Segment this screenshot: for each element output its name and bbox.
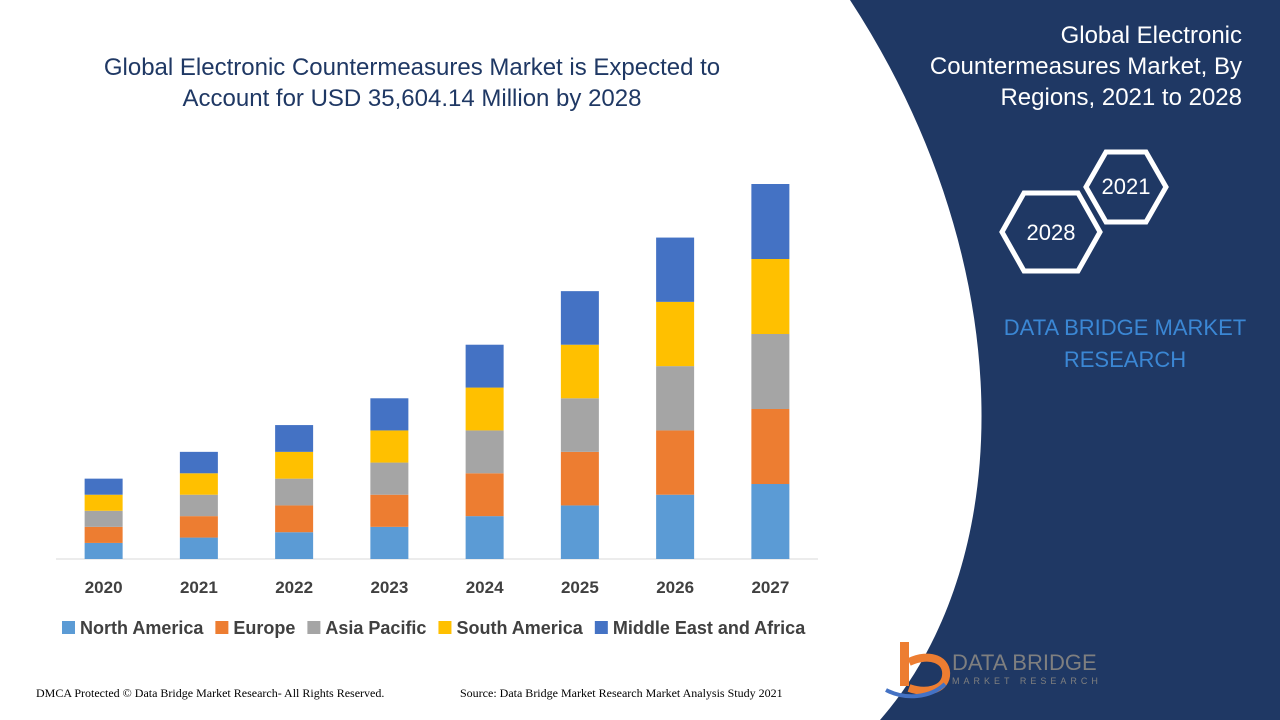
region-title-line-3: Regions, 2021 to 2028 [1000,84,1242,111]
legend: North America Europe Asia Pacific South Ame… [62,618,806,638]
region-title-line-1: Global Electronic [1060,22,1242,49]
bar-2023-north-america [370,526,409,559]
bar-2027-asia-pacific [751,334,790,409]
bar-2021-north-america [179,537,218,559]
legend-label-south-america: South America [456,618,583,638]
hex-year-2028: 2028 [1027,220,1076,245]
legend-label-europe: Europe [233,618,295,638]
bar-2024-south-america [465,387,504,431]
legend-label-middle-east-and-africa: Middle East and Africa [613,618,806,638]
hex-year-2021: 2021 [1102,174,1151,199]
logo-icon [885,642,951,699]
hexagon-2028 [999,190,1103,274]
bar-2025-middle-east-and-africa [560,291,599,345]
legend-swatch-asia-pacific [307,621,321,634]
bar-2021-asia-pacific [179,494,218,517]
bar-2026-asia-pacific [656,366,695,431]
navy-side-panel [850,0,1280,720]
bar-2022-north-america [275,532,314,559]
bar-2020-europe [84,526,123,543]
bar-2024-middle-east-and-africa [465,344,504,388]
bar-2020-south-america [84,494,123,511]
legend-swatch-north-america [62,621,75,634]
bar-2026-south-america [656,301,695,367]
brand-text-line-2: RESEARCH [1063,347,1187,372]
bar-2023-europe [370,494,409,527]
bar-2025-asia-pacific [560,398,599,452]
x-tick-2021: 2021 [180,578,218,597]
bar-2021-middle-east-and-africa [179,451,218,474]
legend-swatch-middle-east-and-africa [594,621,608,634]
bar-2025-europe [560,451,599,506]
legend-swatch-south-america [438,621,452,634]
bar-2020-middle-east-and-africa [84,478,123,495]
hexagon-2021 [1083,149,1169,225]
bars-group [84,184,790,559]
chart-title-line-2: Account for USD 35,604.14 Million by 202… [182,85,642,112]
bar-2026-middle-east-and-africa [656,237,695,302]
legend-swatch-europe [215,621,229,634]
bar-2020-north-america [84,542,123,559]
region-title-line-2: Countermeasures Market, By [929,53,1242,80]
bar-2021-south-america [179,473,218,495]
legend-label-asia-pacific: Asia Pacific [325,618,426,638]
brand-text-line-1: DATA BRIDGE MARKET [1003,315,1247,340]
bar-2024-north-america [465,516,504,559]
bar-2025-south-america [560,344,599,399]
x-tick-2025: 2025 [561,578,599,597]
logo-name: DATA BRIDGE [952,650,1097,675]
bar-2027-north-america [751,484,790,559]
x-tick-2022: 2022 [275,578,313,597]
bar-2021-europe [179,516,218,538]
bar-2024-asia-pacific [465,430,504,474]
region-title: Global Electronic Countermeasures Market… [900,20,1242,113]
bar-2022-south-america [275,451,314,479]
logo-subtitle: MARKET RESEARCH [952,676,1102,686]
chart-title-line-1: Global Electronic Countermeasures Market… [103,54,721,81]
x-tick-2027: 2027 [751,578,789,597]
bar-2022-middle-east-and-africa [275,425,314,452]
bar-2027-europe [751,409,790,484]
x-tick-labels: 2020 2021 2022 2023 2024 2025 2026 2027 [85,578,790,597]
bar-2022-asia-pacific [275,478,314,506]
bar-2027-middle-east-and-africa [751,184,790,259]
bar-2026-north-america [656,494,695,559]
bar-2023-south-america [370,430,409,463]
bar-2024-europe [465,473,504,517]
bar-2026-europe [656,430,695,495]
footer-copyright: DMCA Protected © Data Bridge Market Rese… [36,686,385,700]
x-tick-2024: 2024 [466,578,504,597]
bar-2027-south-america [751,259,790,334]
chart-title: Global Electronic Countermeasures Market… [62,52,762,114]
x-tick-2026: 2026 [656,578,694,597]
x-tick-2020: 2020 [85,578,123,597]
legend-label-north-america: North America [80,618,204,638]
bar-2020-asia-pacific [84,510,123,527]
bar-2023-middle-east-and-africa [370,398,409,431]
brand-text: DATA BRIDGE MARKET RESEARCH [990,312,1260,376]
bar-2022-europe [275,505,314,533]
x-tick-2023: 2023 [370,578,408,597]
footer-source: Source: Data Bridge Market Research Mark… [460,686,783,700]
bar-2023-asia-pacific [370,462,409,495]
bar-2025-north-america [560,505,599,559]
